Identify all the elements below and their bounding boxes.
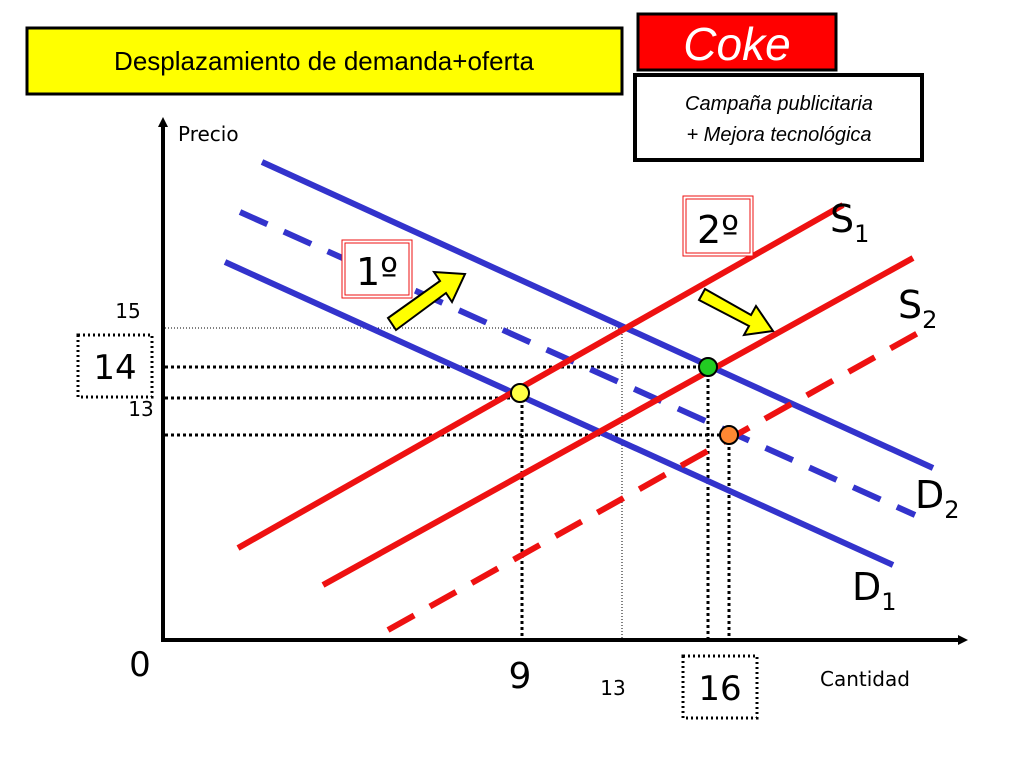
brand-box — [636, 12, 838, 72]
equilibrium-point — [698, 357, 718, 377]
step-box — [682, 195, 754, 257]
origin-label: 0 — [129, 645, 151, 685]
curve-labels: S1 S2 D2 D1 — [830, 197, 960, 616]
x-axis-label: Cantidad — [820, 667, 910, 691]
note-line: + Mejora tecnológica — [686, 124, 871, 146]
price-label: 14 — [93, 348, 136, 388]
curve-sub: 1 — [881, 588, 896, 616]
quantity-label: 9 — [509, 656, 532, 697]
title-box — [25, 26, 624, 96]
step-box — [341, 239, 413, 299]
y-axis-label: Precio — [178, 122, 239, 146]
note-line: Campaña publicitaria — [685, 93, 873, 115]
curve-label: D1 — [852, 565, 897, 616]
brand: Coke — [683, 18, 790, 70]
curve-sub: 2 — [922, 306, 937, 334]
step-box — [344, 242, 410, 296]
quantity-label: 16 — [698, 669, 741, 709]
curve-letter: D — [915, 473, 944, 517]
curve-sub: 2 — [944, 496, 959, 524]
curves — [223, 159, 935, 633]
curve-letter: D — [852, 565, 881, 609]
curve-label: S2 — [898, 283, 937, 334]
price-label: 15 — [115, 299, 140, 323]
step-label: 2º — [697, 208, 739, 252]
price-box — [76, 333, 154, 399]
equilibrium-point — [510, 383, 530, 403]
price-label: 13 — [128, 397, 153, 421]
title: Desplazamiento de demanda+oferta — [114, 46, 534, 76]
curve-sub: 1 — [854, 220, 869, 248]
guides — [165, 327, 731, 640]
shift-arrows — [386, 270, 775, 337]
equilibrium-point — [719, 425, 739, 445]
quantity-box — [681, 654, 759, 720]
curve-label: S1 — [830, 197, 869, 248]
note-box — [633, 73, 924, 162]
quantity-label: 13 — [600, 676, 625, 700]
curve-letter: S — [830, 197, 854, 241]
step-box — [685, 198, 751, 254]
step-label: 1º — [356, 250, 398, 294]
curve-label: D2 — [915, 473, 960, 524]
curve-letter: S — [898, 283, 922, 327]
